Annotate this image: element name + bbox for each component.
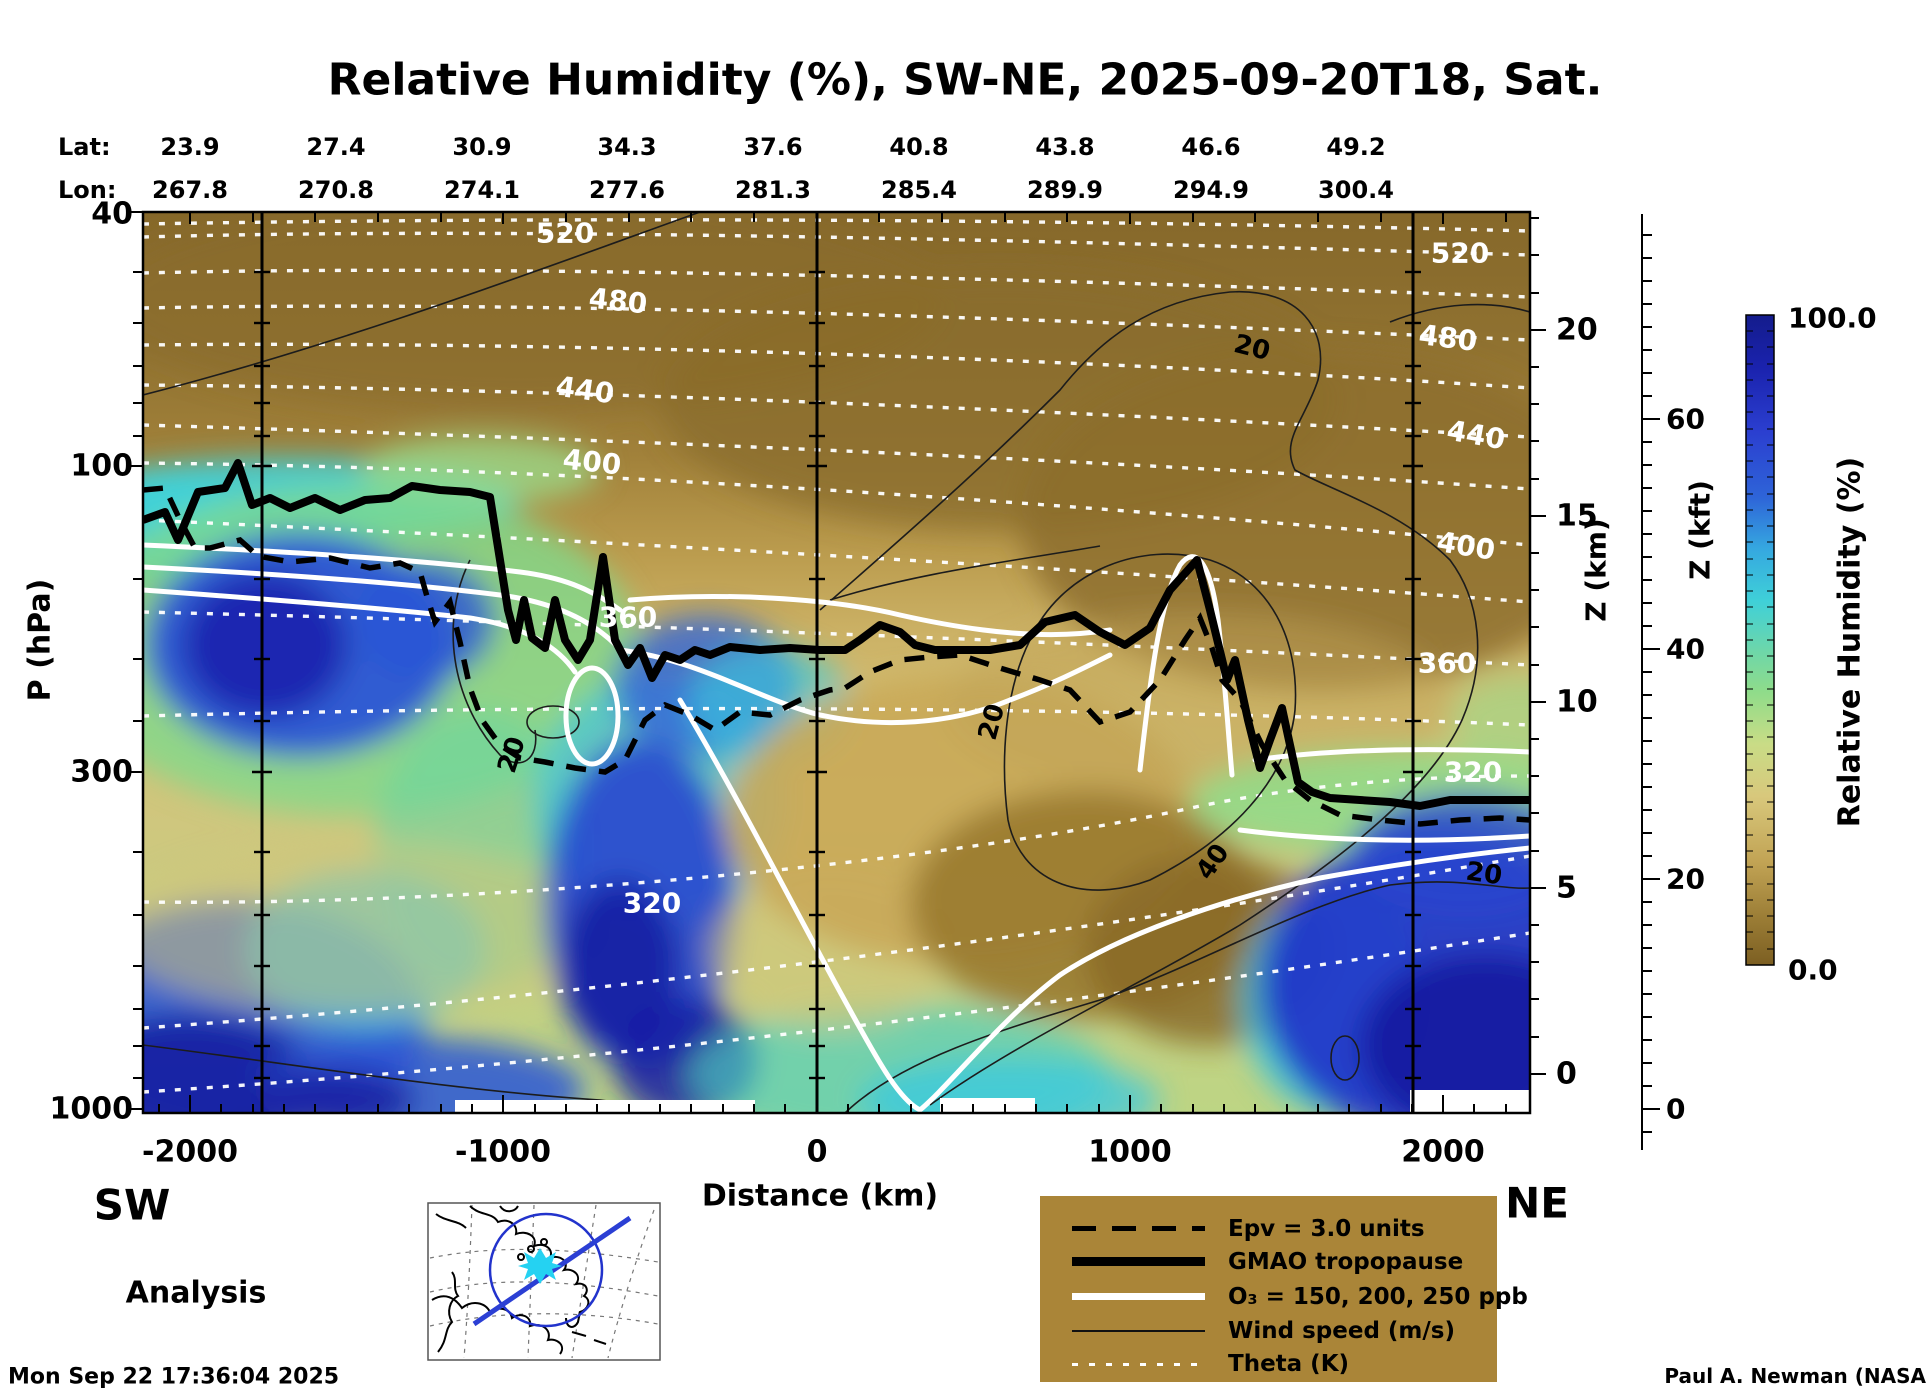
- theta-label-520-r: 520: [1430, 236, 1490, 270]
- z-kft-tick: 0: [1666, 1092, 1686, 1126]
- x-tick: -1000: [455, 1134, 551, 1170]
- colorbar-label: Relative Humidity (%): [1832, 456, 1868, 828]
- z-km-ticks: [1530, 217, 1546, 1075]
- axis-ticks: [127, 211, 143, 1110]
- p-tick: 40: [91, 196, 133, 232]
- distance-axis-label: Distance (km): [701, 1178, 939, 1214]
- inset-map: [427, 1202, 661, 1361]
- z-kft-axis: [1641, 214, 1660, 1150]
- credit: Paul A. Newman (NASA: [1664, 1364, 1926, 1388]
- lat-value: 49.2: [1326, 133, 1386, 161]
- p-tick: 300: [70, 754, 133, 790]
- legend-sample-o3: [1072, 1293, 1205, 1300]
- lat-value: 27.4: [306, 133, 366, 161]
- theta-label-480-r: 480: [1416, 318, 1480, 358]
- lat-value: 34.3: [597, 133, 657, 161]
- lat-value: 46.6: [1181, 133, 1241, 161]
- z-km-tick: 10: [1556, 684, 1598, 720]
- z-kft-axis-label: Z (kft): [1683, 480, 1717, 580]
- sw-endpoint-label: SW: [93, 1180, 171, 1230]
- p-tick: 100: [70, 448, 133, 484]
- epv-contour: [143, 485, 1530, 827]
- map-graticule: [429, 1204, 659, 1359]
- theta-contours: [143, 218, 1530, 1094]
- surface-gap: [455, 1100, 755, 1113]
- vertical-reference-lines: [260, 212, 1415, 1113]
- pressure-axis-label: P (hPa): [22, 578, 58, 702]
- map-star-marker: [518, 1248, 562, 1284]
- surface-gap: [1410, 1090, 1530, 1113]
- colorbar: [1745, 314, 1775, 966]
- wind-contours: [143, 212, 1530, 1113]
- lon-value: 270.8: [298, 176, 374, 204]
- lon-value: 277.6: [589, 176, 665, 204]
- legend-sample-wind: [1072, 1330, 1205, 1332]
- legend-sample-epv: [1072, 1226, 1205, 1231]
- theta-label-520: 520: [535, 216, 595, 250]
- map-range-circle: [488, 1212, 604, 1328]
- legend-item-wind: Wind speed (m/s): [1228, 1318, 1456, 1344]
- ne-endpoint-label: NE: [1505, 1178, 1569, 1228]
- z-km-tick: 15: [1556, 498, 1598, 534]
- legend-item-epv: Epv = 3.0 units: [1228, 1216, 1425, 1242]
- legend-item-tropopause: GMAO tropopause: [1228, 1249, 1464, 1275]
- lon-value: 300.4: [1318, 176, 1394, 204]
- lon-value: 281.3: [735, 176, 811, 204]
- analysis-label: Analysis: [125, 1275, 267, 1311]
- theta-label-320: 320: [622, 886, 682, 920]
- x-tick: 0: [806, 1134, 828, 1170]
- theta-label-320-r: 320: [1443, 755, 1503, 789]
- lat-value: 37.6: [743, 133, 803, 161]
- legend-sample-tropopause: [1072, 1257, 1205, 1266]
- tropopause-line: [143, 459, 1530, 810]
- z-kft-tick: 60: [1666, 402, 1705, 436]
- lon-axis-label: Lon:: [58, 176, 117, 204]
- theta-label-400: 400: [561, 442, 623, 482]
- lon-value: 285.4: [881, 176, 957, 204]
- legend-sample-theta: [1072, 1363, 1205, 1366]
- z-kft-tick: 40: [1666, 632, 1705, 666]
- lat-value: 23.9: [160, 133, 220, 161]
- lat-value: 40.8: [889, 133, 949, 161]
- colorbar-max: 100.0: [1788, 301, 1877, 335]
- legend-item-o3: O₃ = 150, 200, 250 ppb: [1228, 1284, 1528, 1310]
- theta-label-360-r: 360: [1417, 646, 1477, 680]
- x-tick: 1000: [1088, 1134, 1172, 1170]
- lon-value: 274.1: [444, 176, 520, 204]
- x-axis-ticks: [158, 1090, 1507, 1113]
- plot-frame: [141, 210, 1532, 1115]
- z-kft-tick: 20: [1666, 862, 1705, 896]
- vertical-line-ticks: [252, 270, 1423, 1080]
- wind-label-20: 20: [1463, 856, 1505, 892]
- lat-value: 30.9: [452, 133, 512, 161]
- lon-value: 289.9: [1027, 176, 1103, 204]
- x-tick: -2000: [142, 1134, 238, 1170]
- timestamp: Mon Sep 22 17:36:04 2025: [8, 1364, 340, 1390]
- lon-value: 267.8: [152, 176, 228, 204]
- lat-value: 43.8: [1035, 133, 1095, 161]
- surface-gap: [940, 1098, 1035, 1113]
- lon-value: 294.9: [1173, 176, 1249, 204]
- z-km-tick: 20: [1556, 312, 1598, 348]
- top-axis-ticks: [189, 212, 1507, 224]
- x-tick: 2000: [1401, 1134, 1485, 1170]
- page-title: Relative Humidity (%), SW-NE, 2025-09-20…: [327, 54, 1603, 106]
- p-tick: 1000: [49, 1091, 134, 1127]
- z-km-tick: 0: [1556, 1056, 1577, 1092]
- lat-axis-label: Lat:: [58, 133, 111, 161]
- z-km-tick: 5: [1556, 870, 1577, 906]
- colorbar-min: 0.0: [1788, 953, 1838, 987]
- theta-label-360: 360: [598, 600, 658, 634]
- theta-label-480: 480: [587, 281, 649, 321]
- humidity-field: [143, 212, 1530, 1113]
- legend-item-theta: Theta (K): [1228, 1351, 1350, 1377]
- z-km-axis-label: Z (km): [1579, 518, 1613, 622]
